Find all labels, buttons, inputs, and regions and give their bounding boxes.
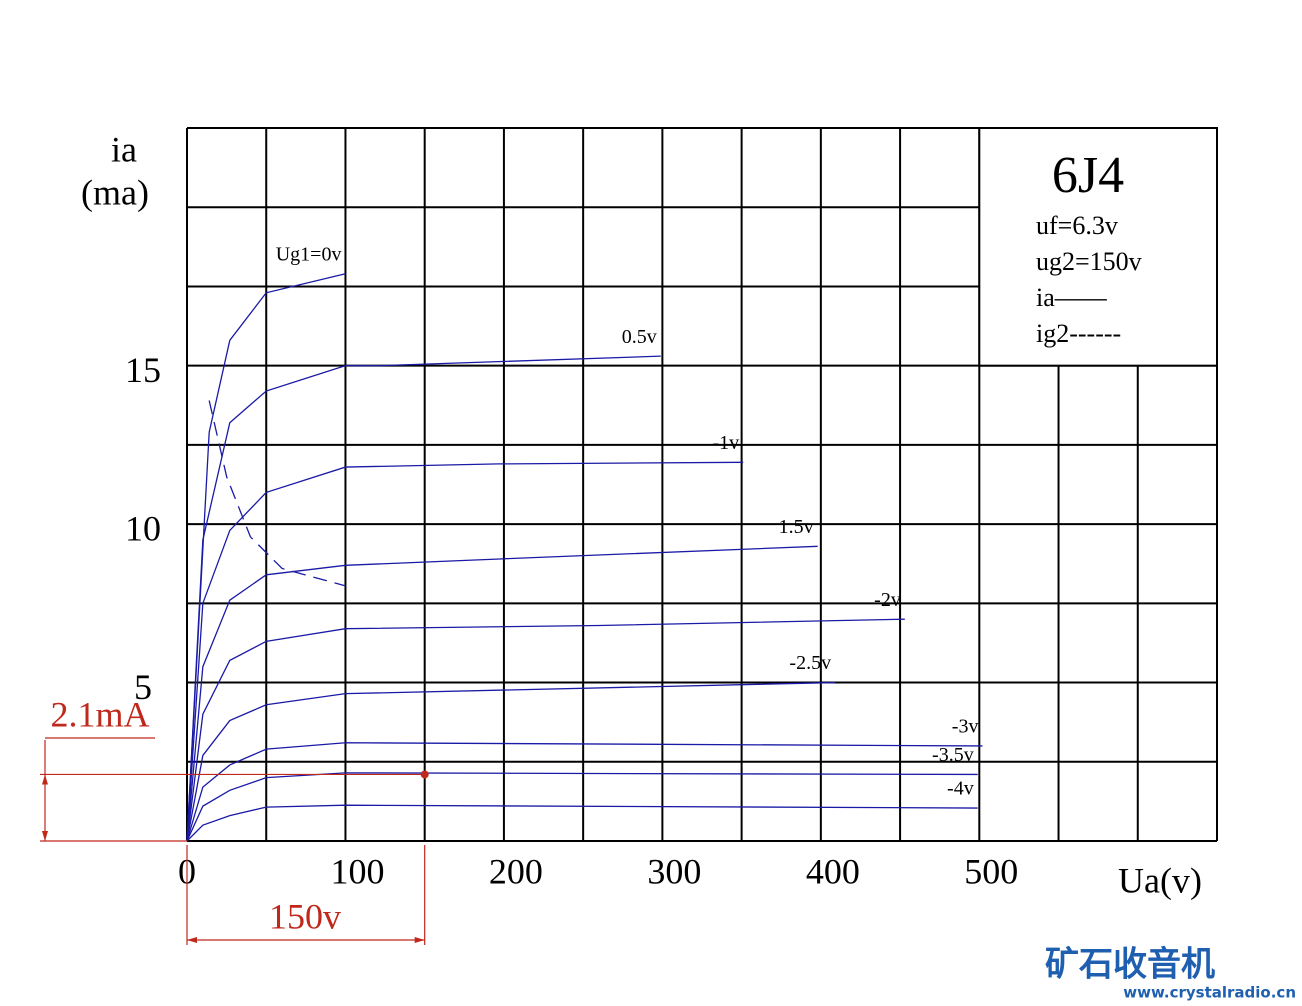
y-label: ia bbox=[111, 129, 137, 169]
ia-curve bbox=[186, 618, 905, 842]
curve-label: -4v bbox=[947, 778, 974, 800]
info-line: uf=6.3v bbox=[1036, 211, 1118, 240]
y-tick-label: 15 bbox=[125, 350, 161, 390]
annotation-label: 2.1mA bbox=[51, 694, 150, 734]
curve-label: 0.5v bbox=[622, 326, 657, 348]
y-tick-label: 10 bbox=[125, 508, 161, 548]
x-tick-label: 200 bbox=[489, 851, 543, 891]
ia-curve bbox=[186, 742, 983, 842]
x-tick-label: 300 bbox=[647, 851, 701, 891]
ia-curve bbox=[186, 804, 978, 842]
curve-label: -3v bbox=[952, 716, 979, 738]
ia-curve bbox=[186, 355, 661, 842]
ig2-curve bbox=[208, 400, 346, 587]
info-line: ug2=150v bbox=[1036, 247, 1142, 276]
y-label: (ma) bbox=[81, 172, 149, 212]
info-line: ig2------ bbox=[1036, 319, 1121, 348]
info-title: 6J4 bbox=[1052, 147, 1124, 204]
curve-label: -2.5v bbox=[789, 652, 831, 674]
x-tick-label: 100 bbox=[330, 851, 384, 891]
x-tick-label: 500 bbox=[964, 851, 1018, 891]
curve-label: Ug1=0v bbox=[276, 243, 342, 265]
info-box bbox=[978, 127, 1218, 367]
ia-curve bbox=[186, 461, 744, 842]
ia-curve bbox=[186, 772, 978, 842]
y-tick-label: 5 bbox=[134, 667, 152, 707]
watermark-url: www.crystalradio.cn bbox=[1123, 984, 1296, 1002]
curve-label: -2v bbox=[874, 589, 901, 611]
watermark-title: 矿石收音机 bbox=[1045, 945, 1215, 985]
ia-curve bbox=[186, 681, 836, 842]
curve-label: -3.5v bbox=[932, 744, 974, 766]
curve-label: 1.5v bbox=[779, 516, 814, 538]
x-label: Ua(v) bbox=[1118, 860, 1202, 900]
x-tick-label: 400 bbox=[806, 851, 860, 891]
info-line: ia—— bbox=[1036, 283, 1108, 312]
annotation-point bbox=[420, 770, 429, 779]
curve-label: -1v bbox=[713, 432, 740, 454]
ia-curve bbox=[186, 545, 818, 842]
annotation-label: 150v bbox=[269, 896, 341, 936]
